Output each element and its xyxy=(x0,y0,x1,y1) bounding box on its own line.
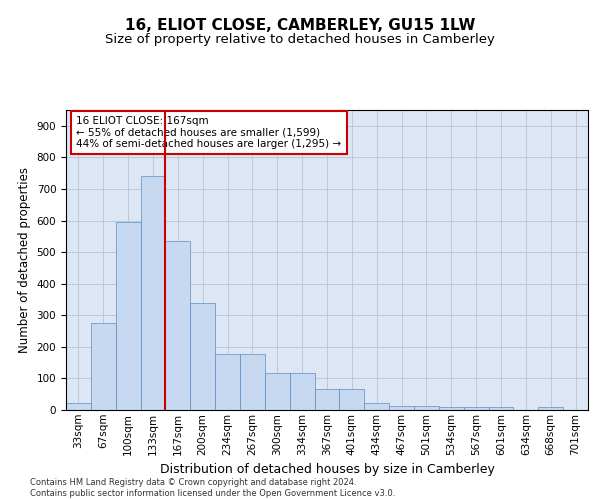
Bar xyxy=(116,222,140,410)
Bar xyxy=(414,406,439,410)
Bar xyxy=(91,323,116,410)
Bar xyxy=(464,407,488,410)
Bar xyxy=(240,354,265,410)
Y-axis label: Number of detached properties: Number of detached properties xyxy=(18,167,31,353)
Bar xyxy=(190,302,215,410)
Bar xyxy=(140,176,166,410)
Bar xyxy=(538,408,563,410)
Text: Contains HM Land Registry data © Crown copyright and database right 2024.
Contai: Contains HM Land Registry data © Crown c… xyxy=(30,478,395,498)
Bar xyxy=(166,241,190,410)
Bar xyxy=(340,389,364,410)
Text: 16, ELIOT CLOSE, CAMBERLEY, GU15 1LW: 16, ELIOT CLOSE, CAMBERLEY, GU15 1LW xyxy=(125,18,475,32)
Bar xyxy=(265,372,290,410)
X-axis label: Distribution of detached houses by size in Camberley: Distribution of detached houses by size … xyxy=(160,463,494,476)
Bar xyxy=(364,403,389,410)
Bar xyxy=(290,372,314,410)
Bar xyxy=(439,407,464,410)
Bar xyxy=(389,406,414,410)
Bar xyxy=(488,408,514,410)
Text: Size of property relative to detached houses in Camberley: Size of property relative to detached ho… xyxy=(105,32,495,46)
Bar xyxy=(66,403,91,410)
Text: 16 ELIOT CLOSE: 167sqm
← 55% of detached houses are smaller (1,599)
44% of semi-: 16 ELIOT CLOSE: 167sqm ← 55% of detached… xyxy=(76,116,341,149)
Bar xyxy=(215,354,240,410)
Bar xyxy=(314,389,340,410)
